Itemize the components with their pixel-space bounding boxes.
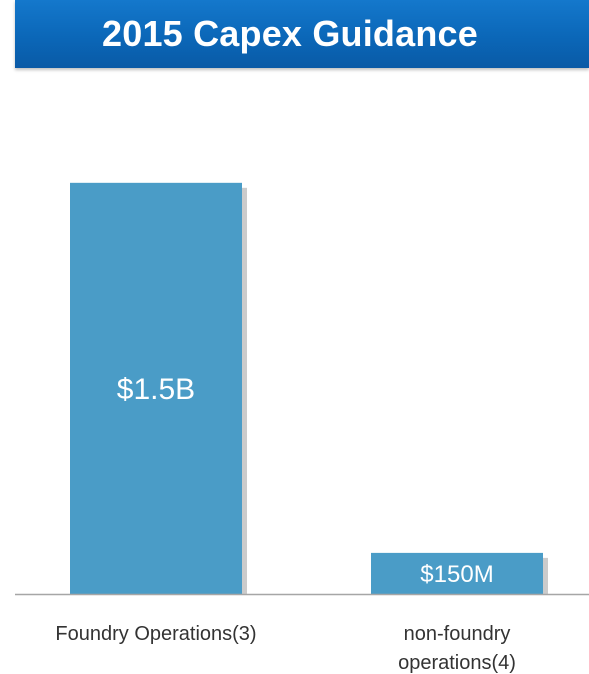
category-label-1-line-0: non-foundry <box>404 623 511 645</box>
bar-1 <box>371 552 543 594</box>
labels-layer: $1.5B Foundry Operations(3) $150M non-found… <box>55 373 516 674</box>
bars-layer <box>70 182 548 594</box>
title-banner: 2015 Capex Guidance <box>15 0 589 68</box>
bar-0 <box>70 182 242 594</box>
category-label-1-line-1: operations(4) <box>398 652 516 674</box>
category-label-0: Foundry Operations(3) <box>55 623 256 645</box>
data-label-1: $150M <box>420 561 493 588</box>
page-title: 2015 Capex Guidance <box>102 13 478 54</box>
data-label-0: $1.5B <box>117 373 195 406</box>
